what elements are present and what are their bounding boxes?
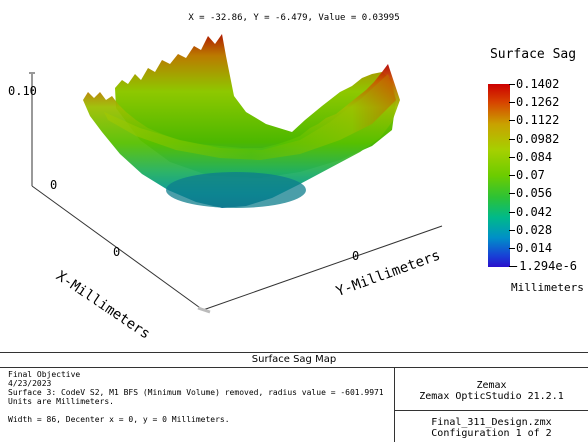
colorbar-label: -1.294e-6	[512, 259, 578, 273]
colorbar-label: 0.07	[516, 168, 545, 182]
colorbar-label: 0.1122	[516, 113, 560, 127]
footer-line	[8, 406, 383, 415]
footer-title: Surface Sag Map	[0, 353, 588, 368]
footer-line: Final Objective	[8, 370, 81, 379]
colorbar-title: Surface Sag	[489, 47, 577, 62]
y-axis-tick-zero: 0	[352, 249, 360, 263]
colorbar-gradient	[488, 84, 510, 267]
footer-line: Surface 3: CodeV S2, M1 BFS (Minimum Vol…	[8, 388, 383, 397]
z-axis-tick-zero: 0	[50, 178, 58, 192]
footer-line: Units are Millimeters.	[8, 397, 114, 406]
footer-divider-horizontal	[394, 410, 588, 411]
colorbar-label: 0.042	[516, 205, 553, 219]
colorbar-label: 0.0982	[516, 132, 560, 146]
footer-divider-vertical	[394, 368, 395, 442]
z-axis-tick-top: 0.10	[8, 84, 37, 98]
axis-frame	[29, 72, 443, 314]
x-axis-tick-zero: 0	[113, 245, 121, 259]
info-footer: Surface Sag Map Final Objective 4/23/202…	[0, 352, 588, 442]
footer-filename: Final_311_Design.zmx	[431, 417, 552, 428]
colorbar-label: 0.056	[516, 186, 553, 200]
colorbar-label: 0.084	[516, 150, 553, 164]
cursor-readout: X = -32.86, Y = -6.479, Value = 0.03995	[188, 13, 400, 23]
colorbar-label: 0.1402	[516, 77, 560, 91]
surface-minimum-region	[166, 172, 306, 208]
footer-description: Final Objective 4/23/2023 Surface 3: Cod…	[8, 370, 383, 424]
footer-product: Zemax OpticStudio 21.2.1	[419, 391, 564, 402]
surface-3d-plot	[29, 34, 443, 314]
footer-company: Zemax	[476, 380, 507, 391]
colorbar-label: 0.014	[516, 241, 553, 255]
surface-rim	[104, 74, 396, 160]
colorbar-label: 0.1262	[516, 95, 560, 109]
colorbar-units: Millimeters	[511, 281, 584, 294]
colorbar-label: 0.028	[516, 223, 553, 237]
surface-sag-mesh	[83, 64, 400, 208]
footer-line: 4/23/2023	[8, 379, 52, 388]
surface-plot-area[interactable]	[0, 0, 588, 352]
footer-configuration: Configuration 1 of 2	[431, 428, 552, 439]
footer-line: Width = 86, Decenter x = 0, y = 0 Millim…	[8, 415, 230, 424]
